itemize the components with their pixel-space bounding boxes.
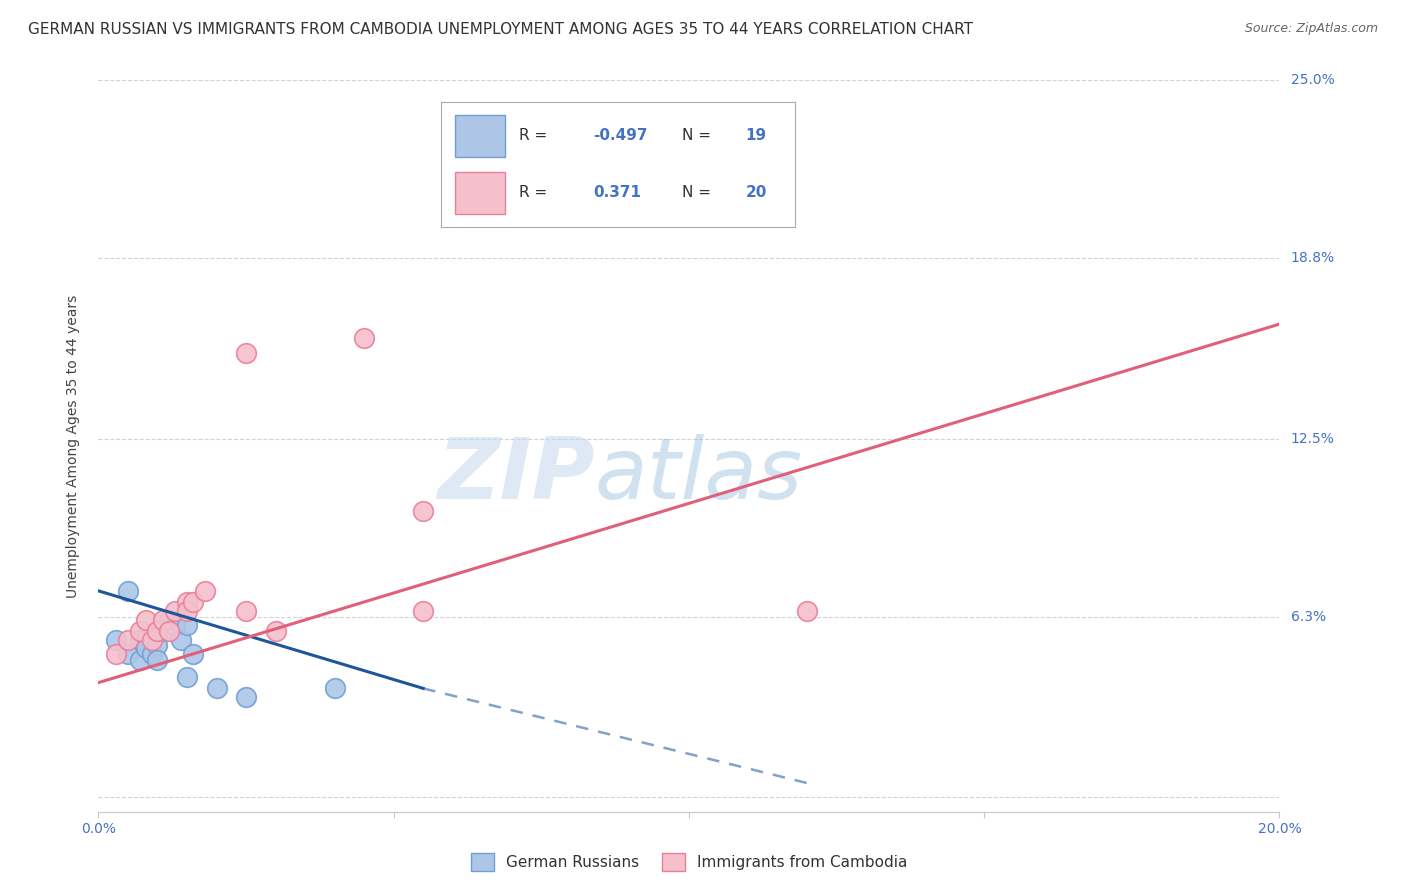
Point <box>105 647 128 661</box>
Point <box>170 632 193 647</box>
Point <box>135 641 157 656</box>
Point <box>157 613 180 627</box>
Point <box>323 681 346 696</box>
Point <box>146 624 169 638</box>
Point <box>135 613 157 627</box>
Point <box>117 583 139 598</box>
Text: GERMAN RUSSIAN VS IMMIGRANTS FROM CAMBODIA UNEMPLOYMENT AMONG AGES 35 TO 44 YEAR: GERMAN RUSSIAN VS IMMIGRANTS FROM CAMBOD… <box>28 22 973 37</box>
Point <box>152 613 174 627</box>
Point <box>165 604 187 618</box>
Text: 12.5%: 12.5% <box>1291 432 1334 446</box>
Point <box>128 632 150 647</box>
Point <box>235 604 257 618</box>
Text: 25.0%: 25.0% <box>1291 73 1334 87</box>
Text: 18.8%: 18.8% <box>1291 252 1334 265</box>
Point <box>176 670 198 684</box>
Text: ZIP: ZIP <box>437 434 595 516</box>
Point <box>165 618 187 632</box>
Point <box>176 618 198 632</box>
Text: Source: ZipAtlas.com: Source: ZipAtlas.com <box>1244 22 1378 36</box>
Point <box>412 503 434 517</box>
Point <box>264 624 287 638</box>
Point <box>796 604 818 618</box>
Point <box>117 632 139 647</box>
Point <box>157 624 180 638</box>
Point <box>176 595 198 609</box>
Point <box>128 624 150 638</box>
Point <box>353 331 375 345</box>
Point <box>146 638 169 652</box>
Y-axis label: Unemployment Among Ages 35 to 44 years: Unemployment Among Ages 35 to 44 years <box>66 294 80 598</box>
Point <box>181 595 204 609</box>
Point <box>105 632 128 647</box>
Text: 6.3%: 6.3% <box>1291 609 1326 624</box>
Point <box>176 604 198 618</box>
Point <box>194 583 217 598</box>
Point <box>181 647 204 661</box>
Point <box>141 632 163 647</box>
Point <box>235 345 257 359</box>
Point <box>141 647 163 661</box>
Point <box>146 653 169 667</box>
Point <box>412 604 434 618</box>
Legend: German Russians, Immigrants from Cambodia: German Russians, Immigrants from Cambodi… <box>464 847 914 877</box>
Point <box>152 624 174 638</box>
Point <box>235 690 257 704</box>
Point <box>117 647 139 661</box>
Point <box>128 653 150 667</box>
Point <box>205 681 228 696</box>
Text: atlas: atlas <box>595 434 803 516</box>
